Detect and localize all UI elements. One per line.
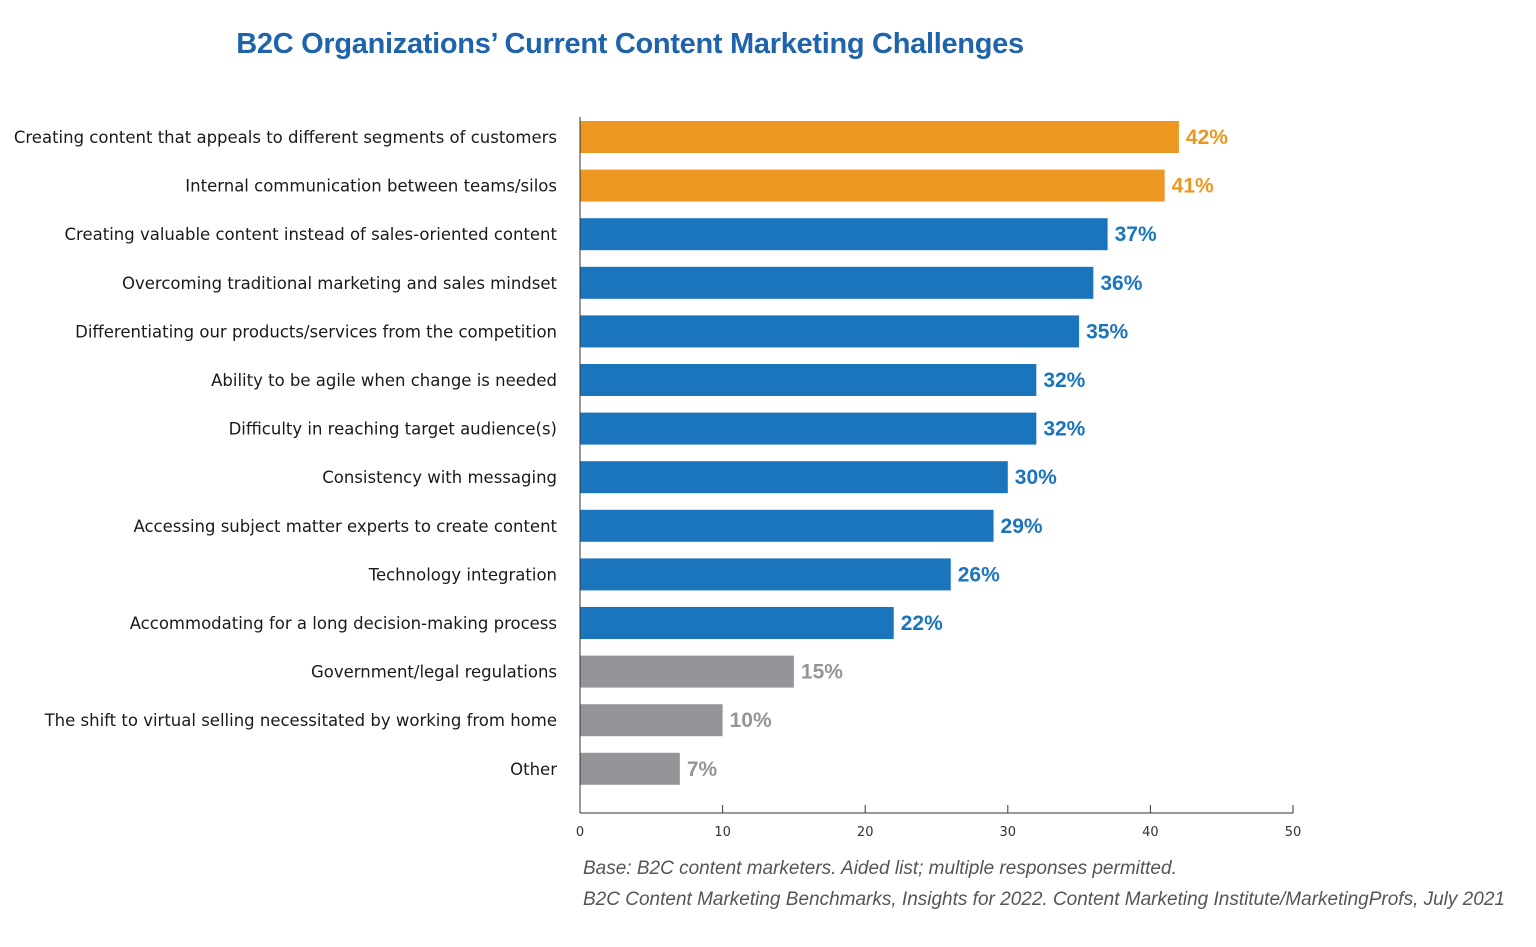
value-label-9: 26%: [958, 563, 1000, 586]
value-label-5: 32%: [1043, 369, 1085, 392]
value-label-1: 41%: [1172, 175, 1214, 198]
bar-2: [580, 218, 1108, 251]
bar-0: [580, 121, 1179, 153]
bar-8: [580, 509, 994, 542]
category-label-0: Creating content that appeals to differe…: [14, 128, 557, 147]
value-label-4: 35%: [1086, 320, 1128, 343]
category-label-2: Creating valuable content instead of sal…: [65, 225, 558, 244]
bar-5: [580, 364, 1037, 396]
category-label-8: Accessing subject matter experts to crea…: [133, 517, 557, 536]
bar-7: [580, 461, 1008, 494]
bar-6: [580, 412, 1037, 445]
category-label-12: The shift to virtual selling necessitate…: [44, 711, 557, 730]
bars-group: Creating content that appeals to differe…: [14, 121, 1228, 785]
value-label-7: 30%: [1015, 466, 1057, 489]
value-label-12: 10%: [730, 709, 772, 732]
category-label-6: Difficulty in reaching target audience(s…: [229, 420, 557, 439]
category-label-13: Other: [510, 760, 557, 779]
value-label-13: 7%: [687, 758, 718, 781]
category-label-7: Consistency with messaging: [322, 468, 557, 487]
x-axis: 0 10 20 30 40 50: [576, 117, 1301, 840]
bar-4: [580, 315, 1080, 348]
bar-11: [580, 655, 794, 688]
value-label-6: 32%: [1043, 418, 1085, 441]
bar-1: [580, 169, 1165, 202]
category-label-10: Accommodating for a long decision-making…: [130, 614, 557, 633]
bar-12: [580, 704, 723, 737]
category-label-4: Differentiating our products/services fr…: [75, 322, 557, 341]
category-label-9: Technology integration: [368, 565, 557, 584]
x-tick-label-2: 20: [857, 825, 874, 840]
value-label-2: 37%: [1115, 223, 1157, 246]
x-tick-label-1: 10: [714, 825, 731, 840]
chart-title: B2C Organizations’ Current Content Marke…: [236, 28, 1024, 60]
bar-9: [580, 558, 951, 591]
value-label-3: 36%: [1100, 272, 1142, 295]
value-label-11: 15%: [801, 661, 843, 684]
category-label-11: Government/legal regulations: [311, 663, 557, 682]
value-label-8: 29%: [1001, 515, 1043, 538]
x-tick-label-0: 0: [576, 825, 584, 840]
value-label-0: 42%: [1186, 126, 1228, 149]
category-label-5: Ability to be agile when change is neede…: [211, 371, 557, 390]
bar-13: [580, 752, 680, 785]
bar-10: [580, 607, 894, 639]
category-label-1: Internal communication between teams/sil…: [185, 177, 557, 196]
x-tick-label-4: 40: [1142, 825, 1159, 840]
base-note: Base: B2C content marketers. Aided list;…: [583, 858, 1177, 879]
x-tick-label-5: 50: [1285, 825, 1302, 840]
x-tick-label-3: 30: [1000, 825, 1017, 840]
category-label-3: Overcoming traditional marketing and sal…: [122, 274, 558, 293]
value-label-10: 22%: [901, 612, 943, 635]
bar-3: [580, 266, 1094, 299]
source-note: B2C Content Marketing Benchmarks, Insigh…: [583, 889, 1505, 910]
